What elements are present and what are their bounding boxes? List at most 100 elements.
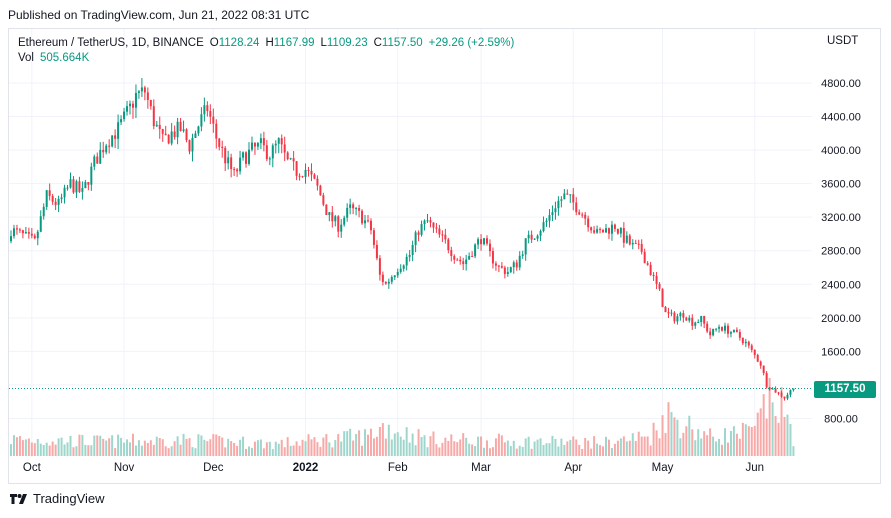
candle-body bbox=[63, 187, 66, 198]
volume-bar bbox=[432, 431, 435, 456]
volume-bar bbox=[792, 446, 795, 456]
volume-bar bbox=[572, 436, 575, 456]
brand-name: TradingView bbox=[33, 491, 105, 506]
volume-bar bbox=[378, 426, 381, 456]
candle-body bbox=[450, 250, 453, 257]
volume-bar bbox=[575, 439, 578, 456]
volume-bar bbox=[667, 402, 670, 456]
volume-bars bbox=[10, 378, 795, 456]
volume-bar bbox=[735, 433, 738, 456]
volume-bar bbox=[301, 439, 304, 456]
candle-body bbox=[729, 332, 732, 334]
candle-body bbox=[361, 210, 364, 224]
volume-bar bbox=[536, 439, 539, 456]
candle-body bbox=[367, 220, 369, 222]
volume-bar bbox=[105, 440, 108, 456]
candle-body bbox=[69, 179, 72, 188]
volume-bar bbox=[24, 439, 27, 456]
candle-body bbox=[316, 178, 319, 186]
candle-body bbox=[465, 259, 468, 265]
candle-body bbox=[179, 121, 182, 131]
candle-body bbox=[610, 224, 613, 234]
candle-body bbox=[503, 267, 506, 274]
published-notice: Published on TradingView.com, Jun 21, 20… bbox=[8, 8, 310, 22]
candle-body bbox=[694, 322, 697, 326]
candle-body bbox=[616, 228, 619, 234]
volume-bar bbox=[191, 447, 194, 456]
volume-bar bbox=[200, 435, 203, 456]
volume-bar bbox=[724, 428, 726, 456]
candle-body bbox=[566, 193, 569, 195]
volume-bar bbox=[12, 435, 15, 456]
candle-body bbox=[197, 126, 200, 134]
candle-body bbox=[432, 222, 435, 228]
volume-bar bbox=[497, 433, 500, 456]
volume-bar bbox=[268, 441, 271, 456]
volume-bar bbox=[322, 437, 325, 456]
volume-bar bbox=[295, 441, 298, 456]
volume-bar bbox=[599, 445, 602, 456]
candle-body bbox=[81, 188, 84, 192]
candle-body bbox=[607, 228, 610, 234]
candle-body bbox=[691, 317, 694, 326]
candle-body bbox=[661, 288, 664, 307]
volume-bar bbox=[509, 445, 512, 456]
volume-bar bbox=[206, 441, 209, 456]
candle-body bbox=[90, 166, 93, 185]
candle-body bbox=[36, 231, 39, 239]
volume-bar bbox=[352, 440, 355, 456]
candle-body bbox=[221, 146, 224, 149]
price-tick-label: 2800.00 bbox=[821, 246, 861, 258]
candle-body bbox=[750, 345, 753, 350]
volume-bar bbox=[542, 444, 545, 456]
volume-bar bbox=[81, 434, 84, 456]
tradingview-footer[interactable]: TradingView bbox=[10, 491, 105, 506]
candle-body bbox=[170, 131, 173, 144]
candle-body bbox=[530, 234, 533, 240]
volume-bar bbox=[102, 438, 105, 456]
candle-body bbox=[301, 176, 304, 178]
candle-body bbox=[738, 332, 741, 338]
candle-body bbox=[21, 230, 24, 234]
volume-bar bbox=[274, 441, 277, 456]
candle-body bbox=[15, 228, 18, 230]
candle-body bbox=[384, 281, 387, 284]
candle-body bbox=[402, 265, 405, 269]
candle-body bbox=[459, 259, 462, 262]
close-label: C bbox=[373, 37, 382, 49]
volume-bar bbox=[289, 445, 292, 456]
volume-bar bbox=[605, 436, 607, 456]
candle-body bbox=[438, 228, 441, 235]
candle-body bbox=[491, 251, 494, 264]
volume-bar bbox=[66, 442, 69, 456]
volume-bar bbox=[706, 435, 709, 456]
volume-bar bbox=[661, 415, 664, 456]
candle-body bbox=[328, 212, 331, 216]
volume-bar bbox=[685, 426, 688, 456]
candle-body bbox=[468, 256, 471, 260]
time-tick-label: Oct bbox=[23, 462, 42, 474]
volume-bar bbox=[242, 436, 245, 456]
volume-bar bbox=[120, 437, 123, 456]
volume-bar bbox=[337, 434, 340, 456]
candle-body bbox=[545, 220, 548, 223]
volume-bar bbox=[396, 432, 399, 456]
volume-bar bbox=[527, 436, 530, 456]
volume-bar bbox=[471, 444, 474, 456]
volume-bar bbox=[316, 442, 319, 456]
volume-bar bbox=[637, 431, 640, 456]
volume-bar bbox=[545, 443, 548, 456]
volume-bar bbox=[491, 447, 494, 456]
candle-body bbox=[518, 255, 521, 268]
volume-bar bbox=[51, 441, 54, 456]
volume-bar bbox=[152, 444, 155, 456]
candle-body bbox=[262, 138, 265, 146]
volume-bar bbox=[524, 438, 527, 456]
candle-body bbox=[444, 234, 447, 240]
volume-bar bbox=[515, 448, 518, 456]
candle-body bbox=[441, 234, 444, 236]
candle-body bbox=[581, 214, 584, 216]
candle-body bbox=[60, 197, 63, 199]
candle-body bbox=[322, 195, 325, 205]
